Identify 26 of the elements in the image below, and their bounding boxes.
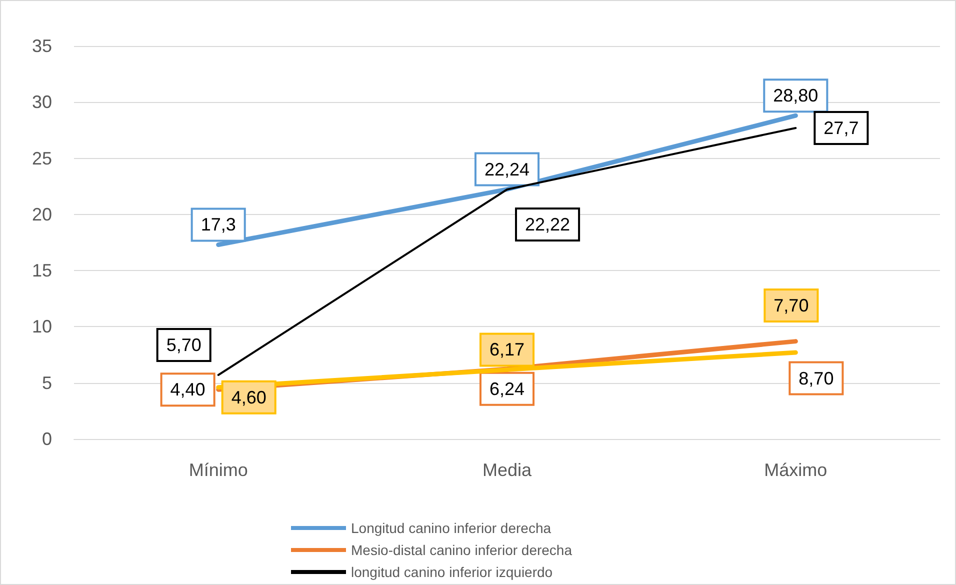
data-label: 4,60	[231, 387, 266, 408]
data-label: 22,22	[525, 214, 570, 234]
y-tick-label: 0	[42, 429, 52, 449]
x-tick-label: Máximo	[764, 460, 828, 480]
y-tick-label: 20	[32, 204, 52, 224]
legend-label: Longitud canino inferior derecha	[351, 520, 552, 536]
x-tick-label: Mínimo	[188, 460, 248, 480]
data-label: 8,70	[798, 368, 834, 388]
data-label: 6,17	[489, 340, 525, 360]
y-tick-label: 30	[32, 92, 52, 112]
data-label: 17,3	[200, 214, 236, 235]
legend-label: longitud canino inferior izquierdo	[351, 564, 553, 580]
legend-label: Mesio-distal canino inferior derecha	[351, 542, 572, 558]
data-label: 28,80	[773, 86, 818, 106]
y-tick-label: 35	[32, 36, 52, 56]
data-label: 4,40	[170, 380, 206, 400]
y-tick-label: 5	[42, 372, 52, 393]
x-tick-label: Media	[482, 460, 532, 480]
data-label: 5,70	[166, 334, 202, 355]
y-tick-label: 10	[32, 316, 52, 337]
data-label: 7,70	[774, 296, 809, 316]
y-tick-label: 15	[32, 260, 52, 281]
data-label: 22,24	[484, 159, 530, 180]
data-label: 27,7	[824, 118, 859, 138]
y-tick-label: 25	[32, 148, 52, 168]
data-label: 6,24	[489, 378, 525, 399]
